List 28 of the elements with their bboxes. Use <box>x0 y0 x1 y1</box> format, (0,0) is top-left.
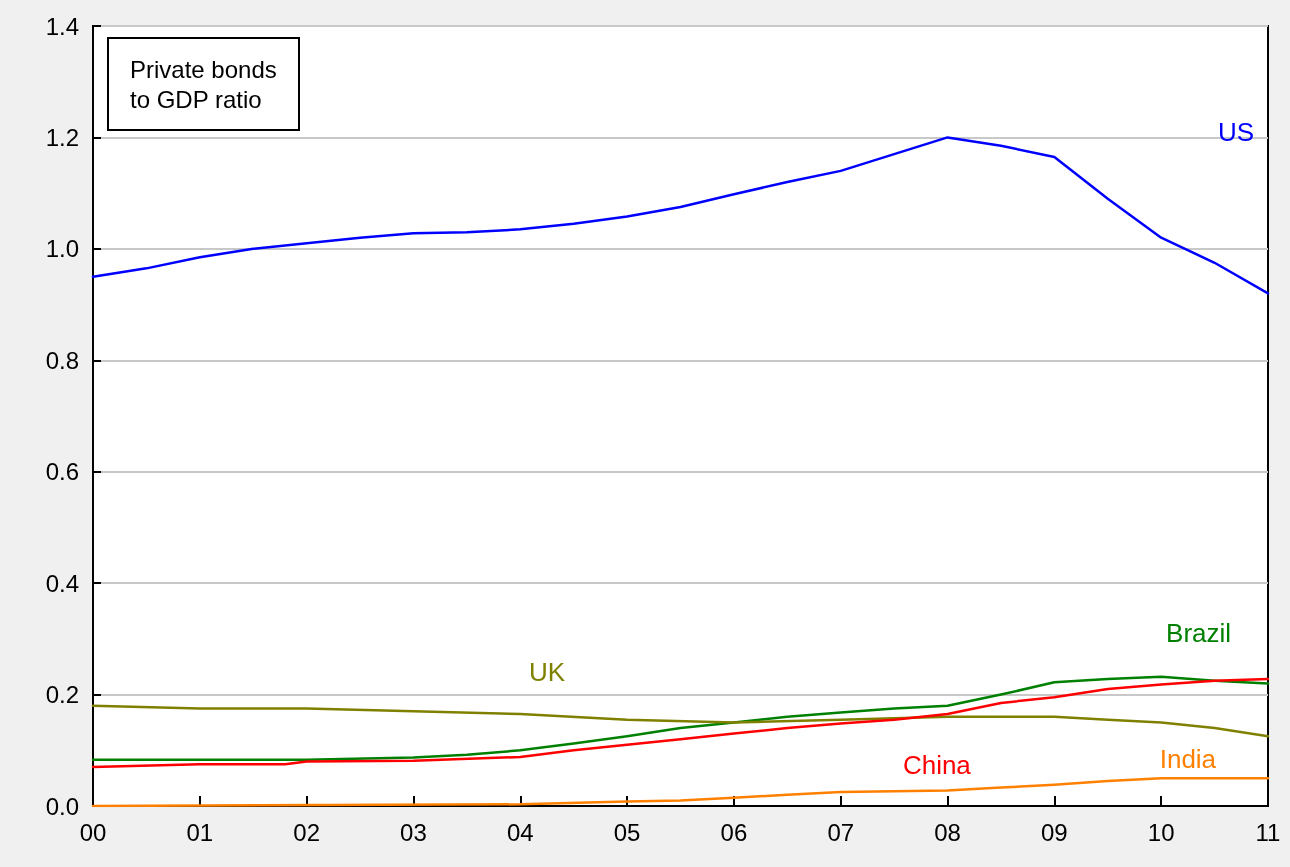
series-label: China <box>902 750 972 781</box>
y-tick-label: 0.6 <box>45 458 79 486</box>
y-tick-label: 0.4 <box>45 569 79 597</box>
x-tick-label: 03 <box>400 818 427 846</box>
x-tick-label: 08 <box>934 818 961 846</box>
y-tick-label: 1.2 <box>45 123 79 151</box>
x-tick-label: 02 <box>293 818 320 846</box>
x-tick-label: 11 <box>1255 818 1281 846</box>
text: Private bonds to GDP ratio <box>130 55 277 113</box>
text: US <box>1217 116 1255 147</box>
y-tick-label: 0.2 <box>45 681 79 709</box>
x-tick-label: 06 <box>720 818 748 846</box>
x-tick-label: 09 <box>1041 818 1068 846</box>
x-tick-label: 10 <box>1147 818 1175 846</box>
series-label: UK <box>528 657 566 688</box>
x-tick-label: 00 <box>79 818 107 846</box>
x-tick-label: 05 <box>613 818 641 846</box>
x-tick-label: 07 <box>827 818 855 846</box>
x-tick-label: 04 <box>506 818 534 846</box>
line-series <box>91 776 1270 808</box>
series-label: India <box>1159 743 1217 774</box>
y-tick-label: 0.0 <box>45 792 79 820</box>
y-tick-label: 1.0 <box>45 235 79 263</box>
line-series <box>91 704 1270 738</box>
x-tick-label: 01 <box>186 818 214 846</box>
y-tick-label: 1.4 <box>45 12 79 40</box>
y-tick-label: 0.8 <box>45 346 79 374</box>
series-label: Brazil <box>1166 618 1232 649</box>
